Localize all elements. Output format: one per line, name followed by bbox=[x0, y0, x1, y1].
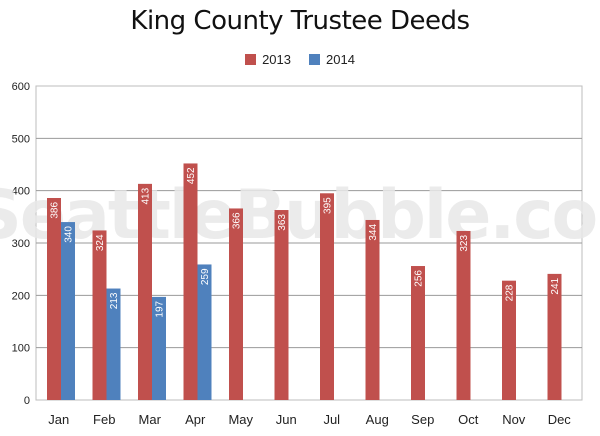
legend-item-2013: 2013 bbox=[245, 52, 291, 67]
x-tick-label-Apr: Apr bbox=[185, 412, 206, 427]
legend-swatch bbox=[245, 54, 257, 65]
data-label-2013-Nov: 228 bbox=[505, 284, 516, 301]
chart-legend: 2013 2014 bbox=[0, 52, 600, 67]
data-label-2014-Feb: 213 bbox=[109, 292, 120, 309]
data-label-2013-Aug: 344 bbox=[368, 224, 379, 241]
bar-2013-Mar bbox=[138, 183, 152, 400]
y-tick-label: 300 bbox=[12, 238, 30, 250]
data-label-2013-Jul: 395 bbox=[323, 197, 334, 214]
bar-2014-Apr bbox=[197, 264, 212, 400]
bar-2013-Jul bbox=[320, 193, 334, 400]
x-tick-label-Feb: Feb bbox=[93, 412, 115, 427]
y-tick-label: 200 bbox=[12, 290, 30, 302]
legend-label: 2014 bbox=[326, 52, 355, 67]
x-tick-label-Sep: Sep bbox=[411, 412, 434, 427]
watermark: SeattleBubble.com bbox=[0, 176, 600, 255]
data-label-2014-Mar: 197 bbox=[155, 300, 166, 317]
data-label-2013-Feb: 324 bbox=[95, 234, 106, 251]
x-tick-label-Oct: Oct bbox=[458, 412, 479, 427]
bar-2013-Nov bbox=[502, 280, 516, 400]
data-label-2013-Dec: 241 bbox=[550, 277, 561, 294]
y-tick-label: 400 bbox=[12, 186, 30, 198]
bar-2014-Jan bbox=[61, 222, 75, 400]
x-tick-label-Jun: Jun bbox=[276, 412, 297, 427]
x-tick-label-Nov: Nov bbox=[502, 412, 526, 427]
x-tick-label-Mar: Mar bbox=[139, 412, 162, 427]
bar-2013-Jan bbox=[47, 197, 61, 400]
x-tick-label-Dec: Dec bbox=[548, 412, 572, 427]
bar-2013-Dec bbox=[547, 273, 562, 400]
y-tick-label: 100 bbox=[12, 343, 30, 355]
data-label-2013-Mar: 413 bbox=[141, 187, 152, 204]
bar-2013-Aug bbox=[365, 219, 380, 400]
data-label-2013-Sep: 256 bbox=[414, 270, 425, 287]
bar-2013-Oct bbox=[456, 230, 471, 400]
legend-label: 2013 bbox=[262, 52, 291, 67]
chart-title: King County Trustee Deeds bbox=[130, 6, 470, 36]
data-label-2014-Jan: 340 bbox=[64, 226, 75, 243]
bar-2013-Jun bbox=[274, 210, 289, 400]
bar-2014-Mar bbox=[152, 296, 166, 400]
y-tick-label: 0 bbox=[24, 395, 30, 407]
x-tick-label-Aug: Aug bbox=[366, 412, 389, 427]
bar-2013-Apr bbox=[183, 163, 198, 400]
y-tick-label: 600 bbox=[12, 81, 30, 93]
data-label-2013-Jan: 386 bbox=[50, 202, 61, 219]
legend-item-2014: 2014 bbox=[309, 52, 355, 67]
data-label-2013-Jun: 363 bbox=[277, 214, 288, 231]
y-tick-label: 500 bbox=[12, 133, 30, 145]
legend-swatch bbox=[309, 54, 320, 65]
data-label-2013-May: 366 bbox=[232, 212, 243, 229]
bar-2013-Sep bbox=[411, 266, 425, 400]
x-tick-label-May: May bbox=[228, 412, 253, 427]
bar-2013-Feb bbox=[92, 230, 107, 400]
data-label-2013-Oct: 323 bbox=[459, 235, 470, 252]
bar-2013-May bbox=[229, 208, 243, 400]
data-label-2013-Apr: 452 bbox=[186, 167, 197, 184]
x-tick-label-Jul: Jul bbox=[323, 412, 340, 427]
x-tick-label-Jan: Jan bbox=[48, 412, 69, 427]
data-label-2014-Apr: 259 bbox=[200, 268, 211, 285]
bar-2014-Feb bbox=[106, 288, 121, 400]
